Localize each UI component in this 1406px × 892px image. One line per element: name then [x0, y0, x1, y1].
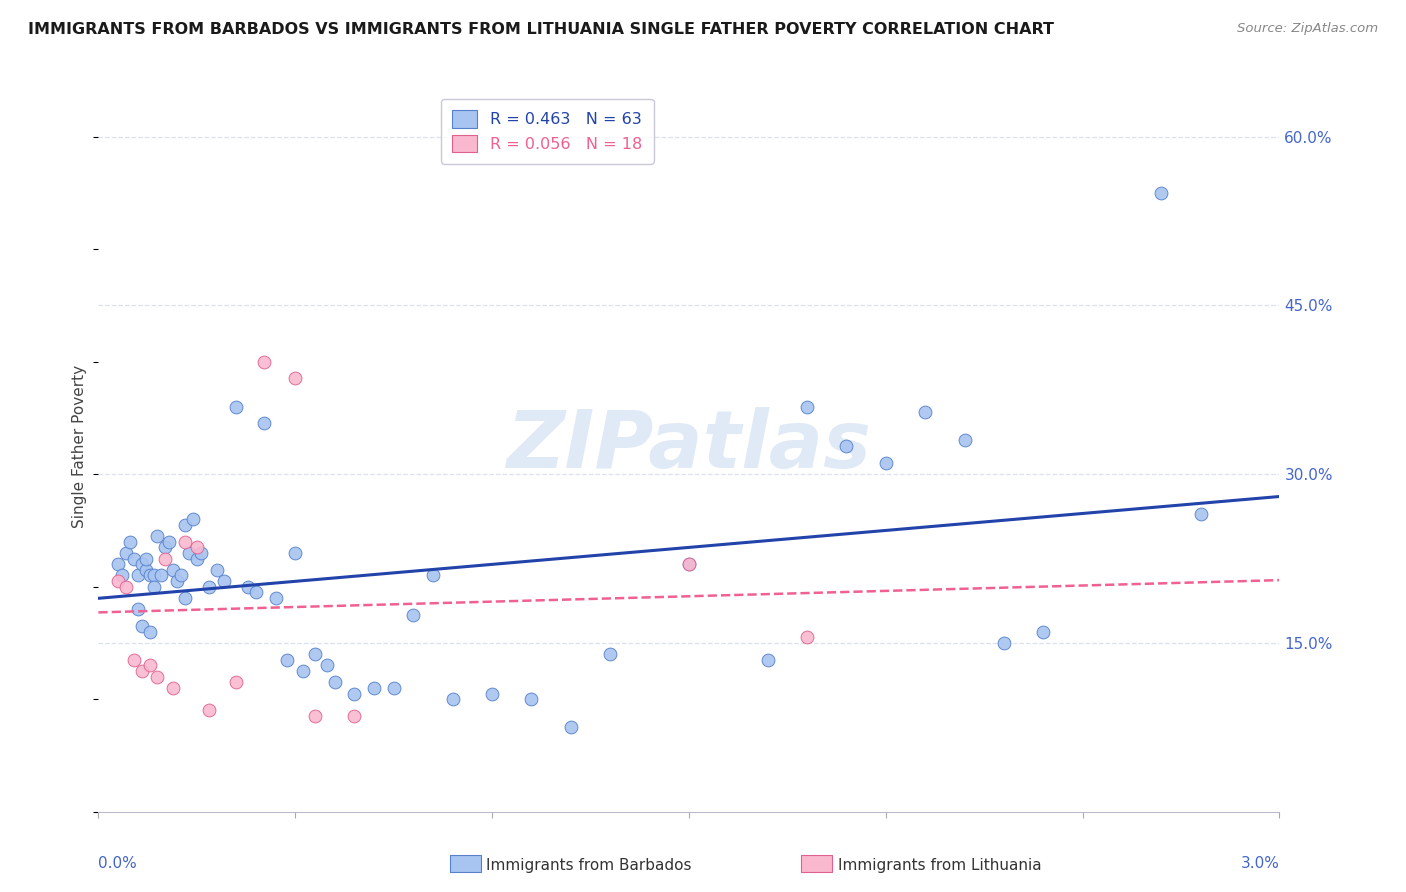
Point: [146, 670, 169, 684]
Point: [796, 400, 818, 414]
Point: [343, 687, 366, 701]
Text: IMMIGRANTS FROM BARBADOS VS IMMIGRANTS FROM LITHUANIA SINGLE FATHER POVERTY CORR: IMMIGRANTS FROM BARBADOS VS IMMIGRANTS F…: [28, 22, 1054, 37]
Point: [127, 568, 149, 582]
Point: [382, 681, 405, 695]
Point: [166, 574, 188, 588]
Point: [138, 624, 160, 639]
Point: [131, 619, 153, 633]
Point: [481, 687, 503, 701]
Point: [107, 557, 129, 571]
Point: [284, 546, 307, 560]
Point: [875, 456, 897, 470]
Point: [127, 602, 149, 616]
Point: [953, 434, 976, 448]
Point: [138, 568, 160, 582]
Point: [155, 541, 177, 555]
Point: [142, 580, 165, 594]
Point: [323, 675, 346, 690]
Point: [756, 653, 779, 667]
Point: [796, 630, 818, 644]
Point: [245, 585, 267, 599]
Point: [135, 563, 157, 577]
Point: [197, 703, 219, 717]
Y-axis label: Single Father Poverty: Single Father Poverty: [72, 365, 87, 527]
Point: [162, 563, 184, 577]
Point: [181, 512, 204, 526]
Point: [122, 551, 145, 566]
Point: [174, 517, 197, 532]
Point: [205, 563, 228, 577]
Text: Immigrants from Lithuania: Immigrants from Lithuania: [838, 858, 1042, 872]
Point: [138, 658, 160, 673]
Point: [146, 529, 169, 543]
Point: [422, 568, 444, 582]
Point: [131, 664, 153, 678]
Point: [131, 557, 153, 571]
Point: [253, 354, 276, 368]
Point: [363, 681, 385, 695]
Point: [150, 568, 173, 582]
Point: [402, 607, 425, 622]
Point: [118, 534, 141, 549]
Point: [678, 557, 700, 571]
Text: 0.0%: 0.0%: [98, 855, 138, 871]
Point: [155, 551, 177, 566]
Point: [115, 580, 138, 594]
Point: [560, 720, 582, 734]
Point: [343, 709, 366, 723]
Point: [186, 541, 208, 555]
Point: [162, 681, 184, 695]
Point: [122, 653, 145, 667]
Point: [236, 580, 259, 594]
Text: Immigrants from Barbados: Immigrants from Barbados: [486, 858, 692, 872]
Point: [115, 546, 138, 560]
Point: [304, 709, 326, 723]
Point: [292, 664, 315, 678]
Point: [1150, 186, 1173, 200]
Point: [177, 546, 200, 560]
Point: [276, 653, 298, 667]
Text: Source: ZipAtlas.com: Source: ZipAtlas.com: [1237, 22, 1378, 36]
Point: [157, 534, 180, 549]
Point: [225, 400, 247, 414]
Point: [142, 568, 165, 582]
Point: [914, 405, 936, 419]
Point: [1189, 507, 1212, 521]
Point: [835, 439, 858, 453]
Point: [284, 371, 307, 385]
Legend: R = 0.463   N = 63, R = 0.056   N = 18: R = 0.463 N = 63, R = 0.056 N = 18: [440, 99, 654, 163]
Point: [520, 692, 543, 706]
Point: [111, 568, 134, 582]
Point: [304, 647, 326, 661]
Point: [225, 675, 247, 690]
Point: [186, 551, 208, 566]
Point: [214, 574, 236, 588]
Point: [253, 417, 276, 431]
Point: [599, 647, 621, 661]
Point: [264, 591, 287, 605]
Point: [1032, 624, 1054, 639]
Point: [315, 658, 337, 673]
Text: 3.0%: 3.0%: [1240, 855, 1279, 871]
Point: [135, 551, 157, 566]
Text: ZIPatlas: ZIPatlas: [506, 407, 872, 485]
Point: [197, 580, 219, 594]
Point: [678, 557, 700, 571]
Point: [174, 534, 197, 549]
Point: [993, 636, 1015, 650]
Point: [107, 574, 129, 588]
Point: [174, 591, 197, 605]
Point: [170, 568, 193, 582]
Point: [190, 546, 212, 560]
Point: [441, 692, 464, 706]
